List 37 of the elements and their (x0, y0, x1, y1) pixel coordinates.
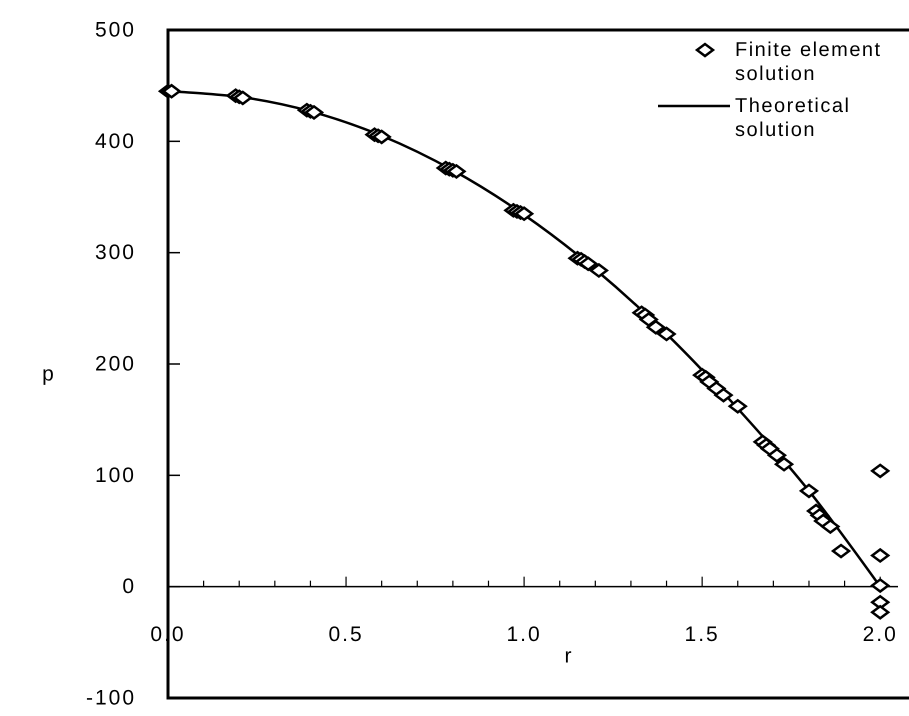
point (514, 206, 534, 221)
point (870, 605, 890, 620)
point (646, 320, 666, 335)
x-tick-label: 1.0 (506, 623, 542, 646)
point (447, 164, 466, 179)
y-tick-label: 200 (94, 352, 136, 376)
point (639, 312, 658, 327)
y-axis-title: p (42, 362, 54, 386)
x-tick-label: 1.5 (684, 623, 720, 646)
point (800, 484, 818, 498)
x-tick-label: 0.5 (328, 623, 364, 646)
point (714, 388, 733, 402)
y-tick-label: 0 (122, 575, 136, 598)
point (162, 84, 181, 98)
point (774, 456, 794, 472)
point (728, 399, 748, 414)
y-tick-label: 400 (94, 130, 136, 153)
point (372, 130, 391, 144)
point (304, 105, 324, 120)
point (821, 519, 840, 534)
point (590, 263, 608, 278)
point (870, 578, 890, 593)
y-tick-label: 300 (94, 241, 136, 264)
point (870, 464, 890, 478)
y-tick-label: 500 (94, 18, 136, 42)
legend-label: Finite element solution (735, 39, 882, 85)
point (657, 326, 676, 342)
point (832, 544, 850, 558)
point (578, 256, 598, 272)
x-tick-label: 2.0 (862, 623, 898, 646)
point (234, 90, 252, 106)
x-axis-title: r (564, 644, 572, 668)
y-tick-label: 100 (94, 464, 136, 487)
legend-label: Theoretical solution (735, 95, 850, 141)
point (768, 448, 786, 463)
y-tick-label: -100 (86, 686, 136, 710)
point (870, 548, 890, 563)
